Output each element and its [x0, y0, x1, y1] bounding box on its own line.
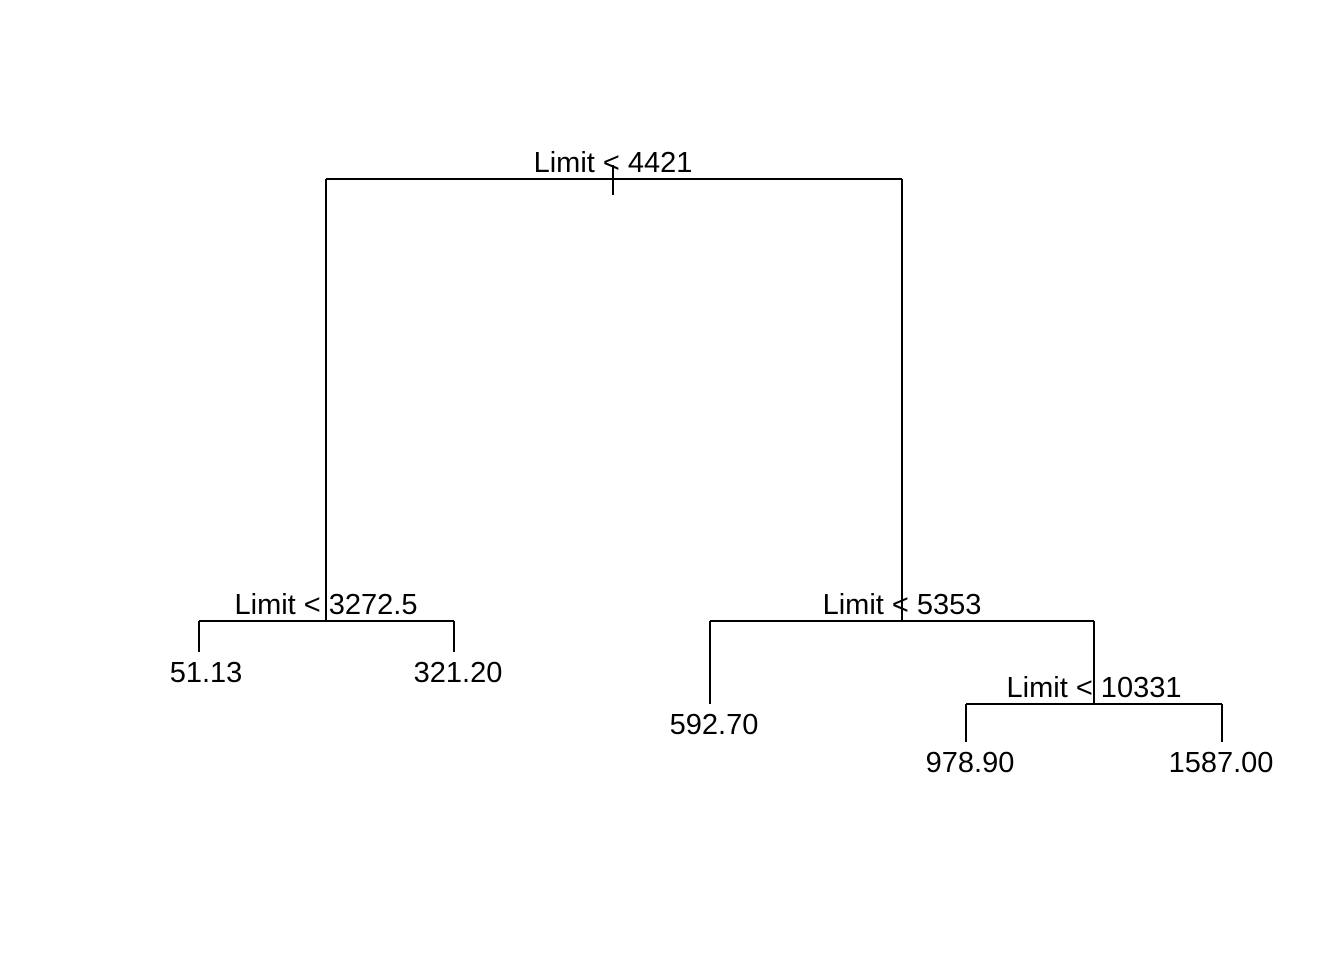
- split-label-right: Limit < 5353: [823, 589, 982, 621]
- leaf-value-5: 1587.00: [1169, 747, 1274, 779]
- split-node-right: Limit < 5353: [709, 589, 1095, 704]
- split-node-root: Limit < 4421: [325, 147, 903, 621]
- leaf-value-4: 978.90: [926, 747, 1015, 779]
- leaf-value-3: 592.70: [670, 709, 759, 741]
- split-label-right-right: Limit < 10331: [1007, 672, 1182, 704]
- split-node-right-right: Limit < 10331: [965, 672, 1223, 742]
- split-label-left: Limit < 3272.5: [235, 589, 418, 621]
- split-node-left: Limit < 3272.5: [198, 589, 455, 652]
- leaf-value-1: 51.13: [170, 657, 243, 689]
- leaf-value-2: 321.20: [414, 657, 503, 689]
- split-label-root: Limit < 4421: [534, 147, 693, 179]
